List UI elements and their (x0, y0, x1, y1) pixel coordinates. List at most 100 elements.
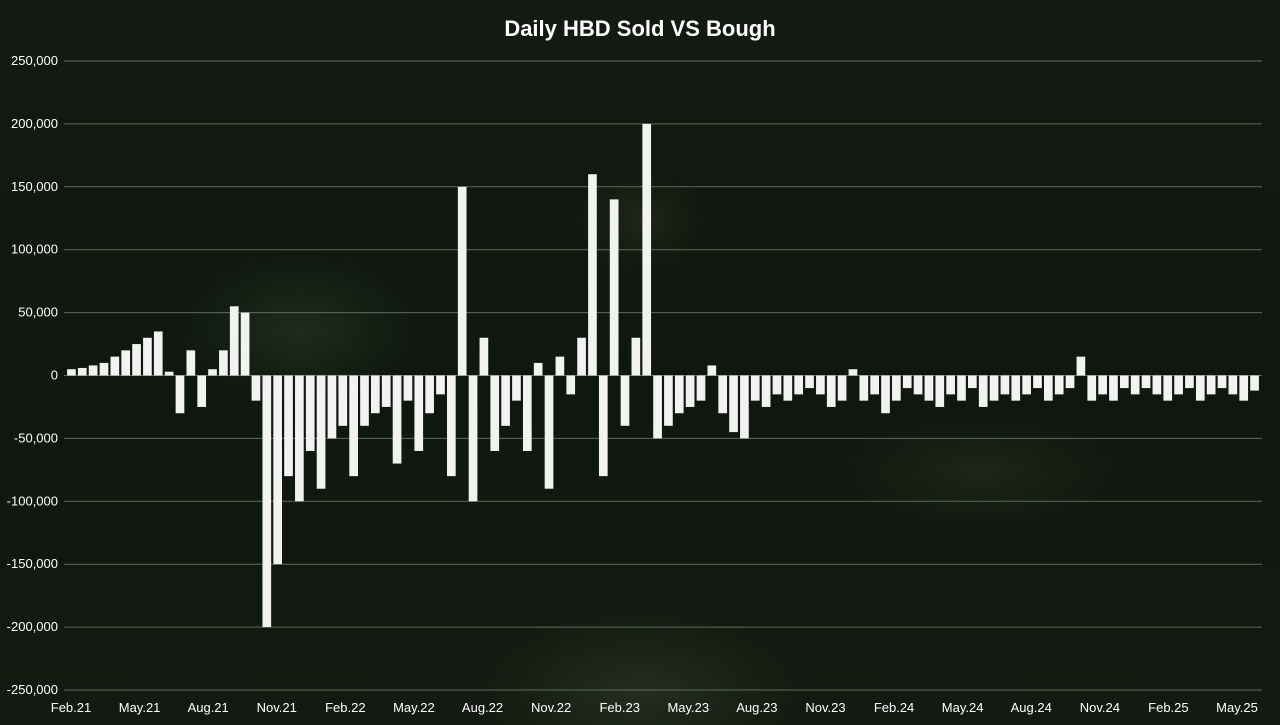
bar (501, 375, 510, 426)
y-tick-label: 150,000 (11, 179, 58, 194)
bar (750, 375, 760, 401)
bar (522, 375, 532, 451)
bar (989, 375, 999, 401)
bar (1000, 375, 1010, 395)
bar (305, 375, 315, 451)
bar (284, 375, 293, 477)
bar (533, 362, 543, 376)
bar (1043, 375, 1053, 401)
bar (512, 375, 521, 401)
bar (360, 375, 369, 426)
x-axis: Feb.21 May.21 Aug.21 Nov.21 Feb.22 May.22 Aug.… (51, 700, 1258, 715)
bar (957, 375, 966, 401)
bar (1250, 375, 1259, 391)
bar (1109, 375, 1118, 401)
bar (685, 375, 695, 407)
bar (664, 375, 673, 426)
bar (1141, 375, 1151, 389)
x-tick-label: Nov.22 (531, 700, 571, 715)
bar (67, 369, 76, 376)
bar (761, 375, 771, 407)
x-tick-label: Aug.23 (736, 700, 777, 715)
bar (490, 375, 500, 451)
y-tick-label: -250,000 (7, 682, 58, 697)
bar (978, 375, 988, 407)
x-tick-label: Aug.24 (1011, 700, 1052, 715)
x-tick-label: Feb.23 (599, 700, 639, 715)
bar (219, 350, 228, 376)
bar (902, 375, 912, 389)
bar (1098, 375, 1107, 395)
bar (381, 375, 391, 407)
x-tick-label: Feb.24 (874, 700, 914, 715)
bar (696, 375, 706, 401)
bar (99, 362, 109, 376)
x-tick-label: Aug.21 (188, 700, 229, 715)
bar (273, 375, 282, 565)
bar (446, 375, 456, 477)
bar (143, 337, 152, 376)
bar (316, 375, 326, 489)
bar (913, 375, 923, 395)
bar (1130, 375, 1140, 395)
bar (1228, 375, 1238, 395)
bar (349, 375, 358, 477)
bar (338, 375, 348, 426)
bar (175, 375, 185, 414)
bar (164, 371, 174, 376)
bar (837, 375, 847, 401)
bar (740, 375, 749, 439)
bar (262, 375, 272, 628)
y-tick-label: -100,000 (7, 493, 58, 508)
bar (436, 375, 445, 395)
x-tick-label: Nov.23 (805, 700, 845, 715)
bar (598, 375, 608, 477)
bar (1033, 375, 1042, 389)
bar (946, 375, 955, 395)
y-tick-label: -50,000 (14, 430, 58, 445)
x-tick-label: May.25 (1216, 700, 1258, 715)
y-tick-label: 50,000 (18, 305, 58, 320)
bar (642, 123, 652, 376)
bar (295, 375, 304, 502)
bar (588, 174, 597, 376)
bar (132, 344, 141, 376)
bar (609, 199, 619, 376)
bar (414, 375, 424, 451)
bar (935, 375, 945, 407)
y-tick-label: 250,000 (11, 53, 58, 68)
x-tick-label: Aug.22 (462, 700, 503, 715)
bar (826, 375, 836, 407)
bar (371, 375, 380, 414)
bar (1065, 375, 1075, 389)
bar (566, 375, 576, 395)
bar (1087, 375, 1097, 401)
y-tick-label: 200,000 (11, 116, 58, 131)
bar (1217, 375, 1227, 389)
bar (555, 356, 565, 376)
bar (229, 306, 239, 376)
x-tick-label: Feb.22 (325, 700, 365, 715)
y-tick-label: 100,000 (11, 242, 58, 257)
bar (1239, 375, 1249, 401)
bar (707, 365, 717, 376)
bar (881, 375, 890, 414)
x-tick-label: Feb.21 (51, 700, 91, 715)
bar (1152, 375, 1162, 395)
bar (674, 375, 684, 414)
bar (805, 375, 814, 389)
bar (110, 356, 120, 376)
x-tick-label: Nov.21 (257, 700, 297, 715)
x-tick-label: May.21 (119, 700, 161, 715)
bar (577, 337, 586, 376)
bar (892, 375, 901, 401)
bar (968, 375, 977, 389)
bar (1185, 375, 1194, 389)
bar (186, 350, 196, 376)
bar (1163, 375, 1173, 401)
bar (327, 375, 337, 439)
bar (783, 375, 793, 401)
bar (88, 365, 98, 376)
bars (67, 123, 1259, 628)
